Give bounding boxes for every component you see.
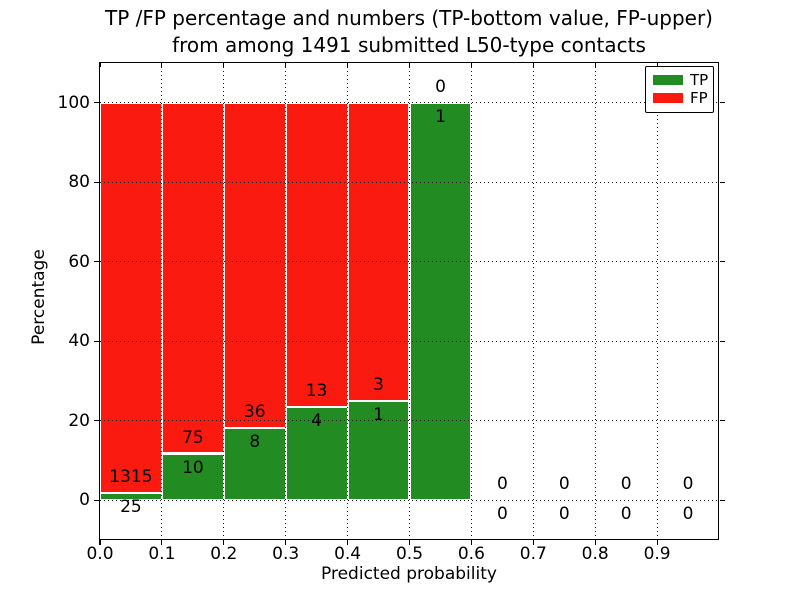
legend-swatch-tp [653, 75, 683, 85]
x-tick-mark [347, 540, 349, 545]
fp-count-label: 0 [435, 76, 446, 97]
x-tick-mark-top [532, 62, 534, 67]
y-tick-mark [94, 340, 99, 342]
legend-label-tp: TP [690, 71, 709, 89]
x-tick-label: 0.5 [395, 544, 424, 564]
tp-count-label: 1 [435, 106, 446, 127]
tp-count-label: 4 [311, 410, 323, 431]
legend: TP FP [645, 66, 714, 113]
tp-count-label: 0 [620, 504, 632, 525]
y-tick-mark [94, 102, 99, 104]
x-tick-label: 0.4 [334, 544, 362, 564]
fp-count-label: 13 [305, 380, 328, 401]
x-tick-mark [532, 540, 534, 545]
x-tick-label: 0.0 [86, 544, 114, 564]
x-tick-mark-top [470, 62, 472, 67]
tp-count-label: 10 [182, 457, 204, 478]
y-tick-label: 80 [68, 172, 90, 193]
y-tick-mark-right [720, 420, 725, 422]
x-tick-mark-top [594, 62, 596, 67]
y-tick-mark [94, 261, 99, 263]
x-axis-label: Predicted probability [321, 564, 497, 584]
y-tick-label: 60 [68, 251, 90, 272]
tp-bar-segment [285, 406, 348, 501]
y-tick-mark [94, 420, 99, 422]
x-tick-mark-top [656, 62, 658, 67]
y-tick-label: 100 [57, 92, 90, 113]
x-tick-mark [408, 540, 411, 545]
fp-bar-segment [347, 102, 410, 401]
x-tick-mark [161, 540, 163, 545]
chart-title-line2: from among 1491 submitted L50-type conta… [172, 33, 646, 57]
grid-line-x [470, 63, 472, 540]
x-tick-mark [470, 540, 472, 545]
fp-count-label: 0 [558, 474, 570, 495]
x-tick-label: 0.8 [581, 544, 609, 564]
fp-count-label: 36 [243, 402, 266, 422]
tp-count-label: 0 [496, 504, 508, 525]
x-tick-mark [223, 540, 225, 545]
x-tick-mark-top [223, 62, 225, 67]
x-tick-mark [594, 540, 596, 545]
x-tick-mark [656, 540, 658, 545]
fp-bar-segment [100, 102, 162, 493]
fp-count-label: 0 [496, 474, 508, 495]
x-tick-mark [285, 540, 287, 545]
legend-row-fp: FP [653, 89, 713, 107]
tp-count-label: 25 [120, 496, 142, 517]
tp-count-label: 1 [373, 404, 385, 425]
fp-count-label: 0 [682, 474, 694, 495]
y-tick-mark [94, 499, 99, 501]
tp-count-label: 0 [682, 504, 694, 525]
legend-swatch-fp [653, 93, 683, 103]
legend-row-tp: TP [653, 71, 713, 89]
grid-line-x [594, 63, 596, 540]
tp-count-label: 8 [249, 432, 261, 452]
y-tick-mark-right [720, 261, 725, 263]
grid-line-x [409, 63, 410, 540]
x-tick-mark-top [408, 62, 411, 67]
chart-title-line1: TP /FP percentage and numbers (TP-bottom… [105, 6, 713, 30]
x-tick-mark-top [99, 62, 101, 67]
x-tick-label: 0.9 [643, 544, 671, 564]
tp-bar-segment [409, 102, 472, 501]
y-tick-mark-right [720, 340, 725, 342]
chart-title: TP /FP percentage and numbers (TP-bottom… [99, 5, 719, 59]
x-tick-label: 0.7 [519, 544, 547, 564]
x-tick-label: 0.1 [148, 544, 176, 564]
fp-bar-segment [161, 102, 224, 454]
fp-bar-segment [285, 102, 348, 407]
fp-bar-segment [223, 102, 286, 428]
x-tick-label: 0.2 [210, 544, 238, 564]
grid-line-x [161, 63, 163, 540]
x-tick-mark-top [161, 62, 163, 67]
y-tick-mark [94, 181, 99, 183]
x-tick-label: 0.6 [457, 544, 485, 564]
legend-label-fp: FP [690, 89, 708, 107]
grid-line-x [285, 63, 287, 540]
y-tick-mark-right [720, 102, 725, 104]
y-tick-label: 20 [68, 410, 90, 431]
x-tick-mark-top [347, 62, 349, 67]
tp-count-label: 0 [558, 504, 570, 525]
fp-count-label: 1315 [109, 466, 153, 487]
y-tick-label: 40 [68, 331, 90, 352]
grid-line-x [223, 63, 225, 540]
y-tick-label: 0 [79, 490, 90, 511]
grid-line-x [347, 63, 349, 540]
y-tick-mark-right [720, 499, 725, 501]
tp-bar-segment [347, 400, 410, 501]
fp-count-label: 0 [620, 474, 632, 495]
fp-count-label: 75 [182, 427, 204, 448]
fp-count-label: 3 [373, 374, 385, 395]
x-tick-mark-top [285, 62, 287, 67]
x-tick-label: 0.3 [272, 544, 300, 564]
x-tick-mark [99, 540, 101, 545]
grid-line-x [656, 63, 658, 540]
y-tick-mark-right [720, 181, 725, 183]
grid-line-x [532, 63, 534, 540]
y-axis-label: Percentage [29, 249, 49, 345]
